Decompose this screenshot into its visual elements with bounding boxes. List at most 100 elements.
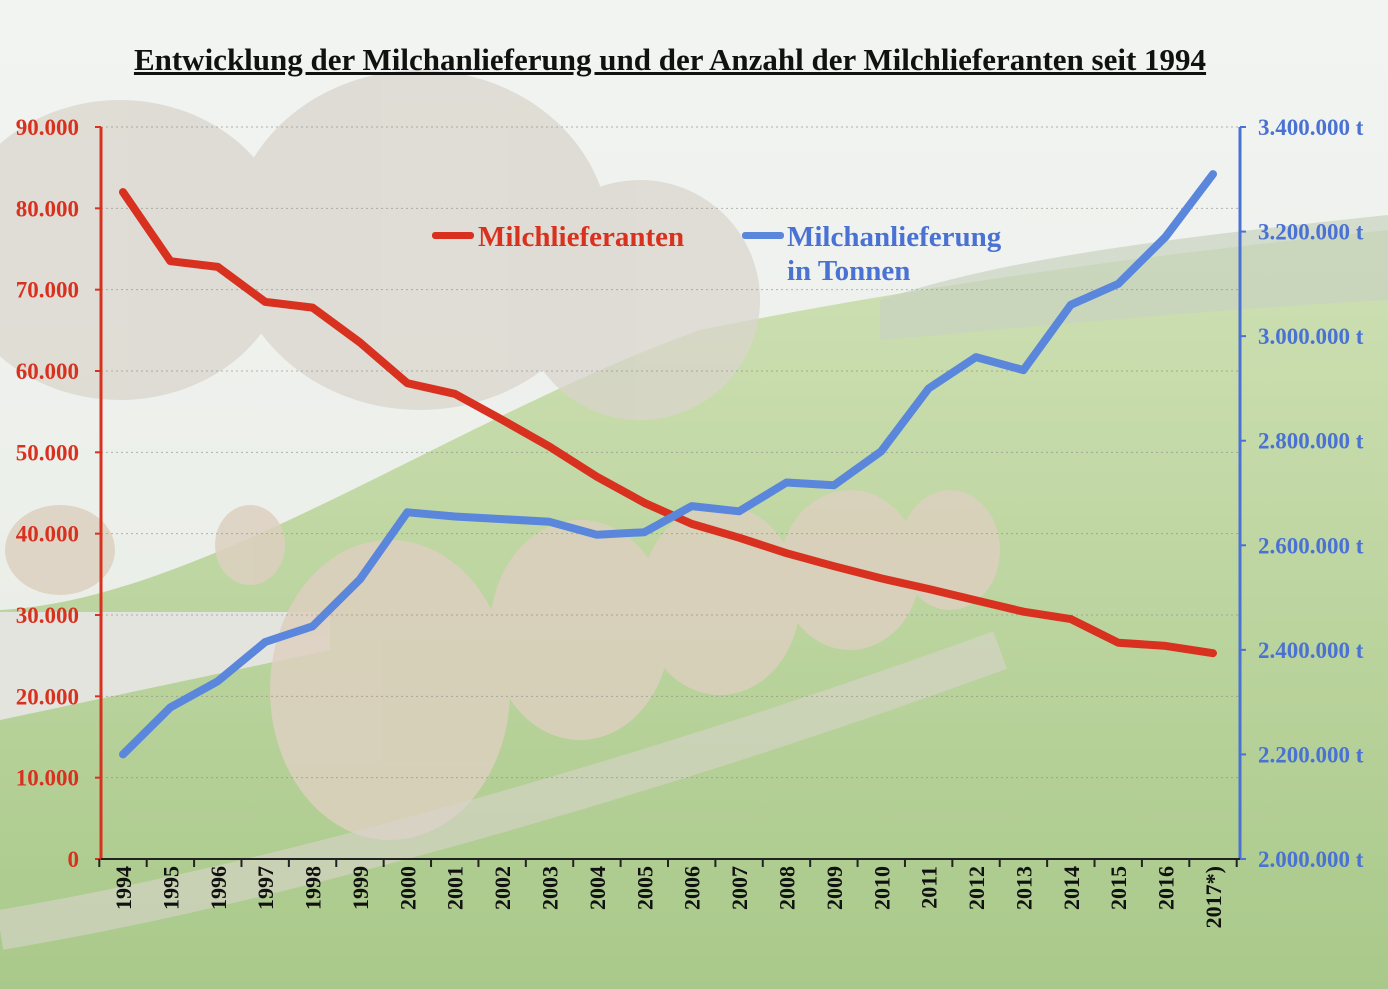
x-axis-tick-label: 2002: [490, 866, 515, 910]
x-axis-tick-label: 1999: [348, 866, 373, 910]
x-axis-tick-label: 1997: [253, 866, 278, 910]
x-axis-tick-label: 2015: [1106, 866, 1131, 910]
x-axis-tick-label: 2005: [632, 866, 657, 910]
data-point: [595, 475, 599, 479]
legend-swatch-milchlieferanten: [432, 232, 474, 239]
data-point: [974, 355, 978, 359]
data-point: [642, 530, 646, 534]
data-point: [737, 509, 741, 513]
series-line-milchanlieferung: [119, 170, 1217, 759]
data-point: [1164, 235, 1168, 239]
left-axis-tick-label: 40.000: [16, 522, 79, 547]
left-axis-tick-label: 60.000: [16, 359, 79, 384]
x-axis-tick-label: 2014: [1059, 866, 1084, 910]
data-point: [784, 551, 788, 555]
x-axis-tick-label: 1996: [206, 866, 231, 910]
data-point: [879, 576, 883, 580]
data-point: [216, 265, 220, 269]
data-point: [263, 300, 267, 304]
data-point: [121, 752, 125, 756]
data-point: [453, 392, 457, 396]
data-point: [548, 445, 552, 449]
data-point: [358, 341, 362, 345]
data-point: [1211, 651, 1215, 655]
right-axis-tick-label: 3.000.000 t: [1258, 324, 1364, 349]
x-axis-tick-label: 2007: [727, 866, 752, 910]
data-point: [405, 381, 409, 385]
right-y-axis: 2.000.000 t 2.200.000 t 2.400.000 t 2.600.0…: [1238, 115, 1364, 872]
data-point: [690, 504, 694, 508]
x-axis-tick-label: 2017*): [1201, 866, 1226, 928]
right-axis-tick-label: 3.400.000 t: [1258, 115, 1364, 140]
left-axis-tick-label: 90.000: [16, 115, 79, 140]
data-point: [1116, 282, 1120, 286]
data-point: [595, 533, 599, 537]
x-axis-tick-label: 1998: [301, 866, 326, 910]
left-axis-tick-label: 0: [68, 847, 80, 872]
left-axis-tick-label: 20.000: [16, 684, 79, 709]
data-point: [168, 259, 172, 263]
legend-label-milchanlieferung: Milchanlieferung in Tonnen: [787, 220, 1001, 288]
x-axis-tick-label: 2012: [964, 866, 989, 910]
data-point: [311, 624, 315, 628]
data-point: [927, 386, 931, 390]
right-axis-tick-label: 2.400.000 t: [1258, 638, 1364, 663]
right-axis-tick-label: 2.600.000 t: [1258, 533, 1364, 558]
data-point: [832, 564, 836, 568]
data-point: [121, 190, 125, 194]
data-point: [216, 679, 220, 683]
x-axis-tick-label: 2006: [680, 866, 705, 910]
x-axis-tick-label: 1995: [158, 866, 183, 910]
legend-label-line: in Tonnen: [787, 255, 911, 287]
chart-title: Entwicklung der Milchanlieferung und der…: [133, 42, 1207, 77]
data-point: [311, 306, 315, 310]
data-point: [500, 418, 504, 422]
data-point: [1164, 644, 1168, 648]
legend-swatch-milchanlieferung: [742, 232, 784, 239]
left-axis-tick-label: 50.000: [16, 440, 79, 465]
x-axis-tick-label: 2011: [917, 866, 942, 909]
right-axis-tick-label: 2.200.000 t: [1258, 742, 1364, 767]
data-point: [500, 517, 504, 521]
data-point: [1069, 617, 1073, 621]
data-point: [974, 598, 978, 602]
data-point: [737, 536, 741, 540]
data-point: [832, 483, 836, 487]
data-point: [168, 705, 172, 709]
data-point: [1021, 610, 1025, 614]
left-axis-tick-label: 30.000: [16, 603, 79, 628]
legend-label-line: Milchanlieferung: [787, 221, 1002, 253]
x-axis-tick-label: 2013: [1011, 866, 1036, 910]
data-point: [927, 587, 931, 591]
data-point: [358, 577, 362, 581]
x-axis-tick-label: 2008: [774, 866, 799, 910]
left-axis-tick-label: 70.000: [16, 278, 79, 303]
x-axis-tick-label: 1994: [111, 866, 136, 910]
series: [119, 170, 1217, 759]
data-point: [879, 449, 883, 453]
x-axis: 1994 1995 1996 1997 1998 1999 2000 2001 2002 2003…: [98, 858, 1240, 928]
x-axis-tick-label: 2016: [1154, 866, 1179, 910]
data-point: [405, 510, 409, 514]
x-axis-tick-label: 2000: [395, 866, 420, 910]
right-axis-tick-label: 3.200.000 t: [1258, 220, 1364, 245]
right-axis-tick-label: 2.000.000 t: [1258, 847, 1364, 872]
data-point: [453, 515, 457, 519]
right-axis-tick-label: 2.800.000 t: [1258, 429, 1364, 454]
data-point: [690, 522, 694, 526]
data-point: [784, 481, 788, 485]
x-axis-tick-label: 2009: [822, 866, 847, 910]
data-point: [263, 640, 267, 644]
data-point: [1069, 303, 1073, 307]
series-line-milchlieferanten: [119, 188, 1217, 658]
legend-label-milchlieferanten: Milchlieferanten: [478, 221, 685, 253]
x-axis-tick-label: 2010: [869, 866, 894, 910]
data-point: [642, 501, 646, 505]
x-axis-tick-label: 2001: [443, 866, 468, 910]
x-axis-tick-label: 2003: [538, 866, 563, 910]
left-axis-tick-label: 10.000: [16, 766, 79, 791]
left-y-axis: 0 10.000 20.000 30.000 40.000 50.000 60.000 70.…: [16, 115, 103, 872]
data-point: [1116, 641, 1120, 645]
